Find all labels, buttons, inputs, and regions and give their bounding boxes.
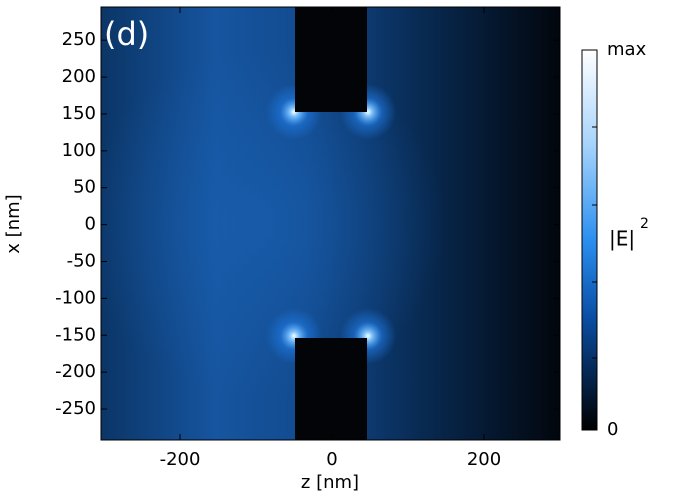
y-axis-label: x [nm] [3,194,24,253]
x-tick-label: 200 [467,449,501,470]
y-tick-label: -250 [55,398,96,419]
colorbar-min-label: 0 [607,419,618,440]
plot-frame [100,6,561,441]
x-tick-label: 0 [326,449,337,470]
y-tick-label: 100 [62,140,96,161]
y-tick-label: 0 [85,214,96,235]
y-tick-label: 150 [62,103,96,124]
x-tick-label: -200 [160,449,201,470]
colorbar-max-label: max [607,39,647,60]
colorbar [581,49,598,431]
colorbar-label: |E| [609,227,635,251]
panel-label: (d) [104,15,149,53]
colorbar-label-exponent: 2 [640,216,649,232]
x-axis-label: z [nm] [301,472,359,493]
colorbar-ticks [592,126,597,359]
y-tick-label: -200 [55,361,96,382]
y-tick-label: -150 [55,324,96,345]
y-tick-label: -50 [67,250,96,271]
field-map [101,7,560,440]
y-tick-label: 200 [62,66,96,87]
y-tick-label: 250 [62,29,96,50]
y-tick-label: -100 [55,287,96,308]
y-tick-label: 50 [73,177,96,198]
